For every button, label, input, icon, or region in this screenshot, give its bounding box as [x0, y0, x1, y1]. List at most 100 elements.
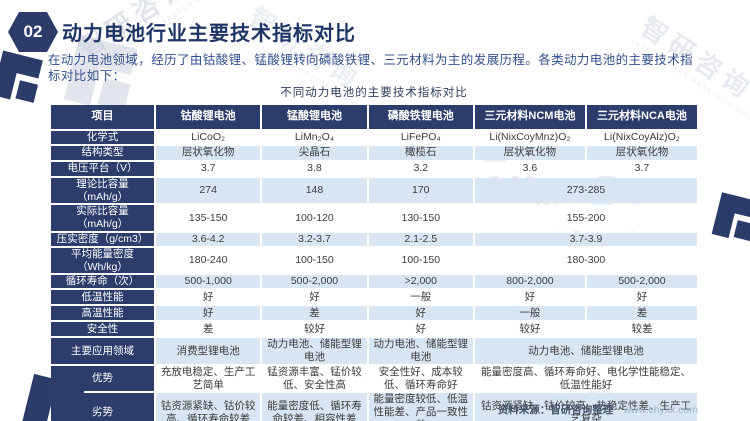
table-body: 化学式 LiCoO₂ LiMn₂O₄ LiFePO₄ Li(NixCoyMnz)O₂ Li… [51, 131, 697, 421]
table-cell: 好 [262, 290, 367, 305]
table-cell: Li(NixCoyAlz)O₂ [586, 131, 697, 144]
table-cell: 170 [368, 177, 473, 204]
table-row: 平均能量密度（Wh/kg） 180-240 100-150 100-150 180-30… [51, 247, 697, 274]
table-cell: Li(NixCoyMnz)O₂ [474, 131, 585, 144]
row-label: 实际比容量（mAh/g） [51, 205, 155, 231]
source-label: 资料来源：智研咨询整理 [497, 404, 614, 416]
col-header: 项目 [51, 105, 155, 129]
table-cell: 能量密度低、循环寿命较差、相容性差 [262, 393, 367, 421]
intro-paragraph: 在动力电池领域，经历了由钴酸锂、锰酸锂转向磷酸铁锂、三元材料为主的发展历程。各类… [48, 53, 694, 83]
table-row: 化学式 LiCoO₂ LiMn₂O₄ LiFePO₄ Li(NixCoyMnz)O₂ Li… [51, 131, 697, 144]
table-row: 优势 充放电稳定、生产工艺简单 锰资源丰富、锰价较低、安全性高 安全性好、成本较低、循… [51, 365, 697, 392]
table-cell: LiCoO₂ [156, 131, 261, 144]
table-cell: 3.6 [474, 161, 585, 176]
table-row: 循环寿命（次） 500-1,000 500-2,000 >2,000 800-2,000… [51, 275, 697, 289]
table-cell: 100-150 [368, 247, 473, 274]
brand-logo-mark [711, 192, 750, 244]
comparison-table-section: 不同动力电池的主要技术指标对比 项目 钴酸锂电池 锰酸锂电池 磷酸铁锂电池 三元材料NC… [49, 84, 699, 421]
row-label: 循环寿命（次） [51, 275, 155, 289]
table-cell: 3.7 [586, 161, 697, 176]
row-label: 主要应用领域 [51, 338, 155, 364]
table-cell: 155-200 [474, 205, 697, 231]
table-cell: 钴资源紧缺、钴价较高、循环寿命较差 [156, 393, 261, 421]
table-cell: 3.6-4.2 [156, 232, 261, 246]
brand-logo-mark [0, 50, 45, 106]
table-cell: 差 [156, 322, 261, 337]
table-cell: 一般 [474, 306, 585, 321]
source-url[interactable]: www.chyxx.com [623, 404, 698, 416]
table-cell: 层状氧化物 [474, 145, 585, 160]
header-row: 项目 钴酸锂电池 锰酸锂电池 磷酸铁锂电池 三元材料NCM电池 三元材料NCA电池 [51, 105, 697, 129]
table-row: 实际比容量（mAh/g） 135-150 100-120 130-150 155-200 [51, 205, 697, 231]
table-cell: 273-285 [474, 177, 697, 204]
table-cell: 3.7-3.9 [474, 232, 697, 246]
table-row: 主要应用领域 消费型锂电池 动力电池、储能型锂电池 动力电池、储能型锂电池 动力电池、储… [51, 338, 697, 364]
col-header: 三元材料NCA电池 [586, 105, 697, 129]
table-cell: 能量密度高、循环寿命好、电化学性能稳定、低温性能好 [474, 365, 697, 392]
table-cell: 130-150 [368, 205, 473, 231]
table-cell: 较好 [262, 322, 367, 337]
table-cell: 充放电稳定、生产工艺简单 [156, 365, 261, 392]
table-cell: 锰资源丰富、锰价较低、安全性高 [262, 365, 367, 392]
table-cell: 好 [368, 306, 473, 321]
section-number-badge: 02 [8, 12, 58, 52]
table-cell: 钴资源紧缺、钴价较高、热稳定性差、生产工艺复杂 [474, 393, 697, 421]
table-cell: 148 [262, 177, 367, 204]
table-cell: 274 [156, 177, 261, 204]
table-row: 压实密度（g/cm3） 3.6-4.2 3.2-3.7 2.1-2.5 3.7-3.9 [51, 232, 697, 246]
table-cell: 800-2,000 [474, 275, 585, 289]
table-cell: 一般 [368, 290, 473, 305]
table-cell: 100-120 [262, 205, 367, 231]
row-label: 压实密度（g/cm3） [51, 232, 155, 246]
table-cell: 3.2-3.7 [262, 232, 367, 246]
table-row: 理论比容量（mAh/g） 274 148 170 273-285 [51, 177, 697, 204]
table-cell: 消费型锂电池 [156, 338, 261, 364]
table-cell: 3.7 [156, 161, 261, 176]
col-header: 三元材料NCM电池 [474, 105, 585, 129]
table-cell: 层状氧化物 [586, 145, 697, 160]
comparison-table: 项目 钴酸锂电池 锰酸锂电池 磷酸铁锂电池 三元材料NCM电池 三元材料NCA电池 化学式… [49, 103, 699, 421]
table-cell: 动力电池、储能型锂电池 [262, 338, 367, 364]
table-cell: 3.2 [368, 161, 473, 176]
table-cell: 能量密度较低、低温性能差、产品一致性差 [368, 393, 473, 421]
col-header: 磷酸铁锂电池 [368, 105, 473, 129]
table-cell: 好 [586, 290, 697, 305]
table-cell: 较好 [474, 322, 585, 337]
table-cell: LiFePO₄ [368, 131, 473, 144]
table-row: 结构类型 层状氧化物 尖晶石 橄榄石 层状氧化物 层状氧化物 [51, 145, 697, 160]
table-cell: LiMn₂O₄ [262, 131, 367, 144]
table-cell: 180-240 [156, 247, 261, 274]
table-cell: 500-2,000 [586, 275, 697, 289]
table-cell: 动力电池、储能型锂电池 [368, 338, 473, 364]
table-row: 劣势 钴资源紧缺、钴价较高、循环寿命较差 能量密度低、循环寿命较差、相容性差 能量密度… [51, 393, 697, 421]
table-cell: 135-150 [156, 205, 261, 231]
row-label: 劣势 [51, 393, 155, 421]
table-row: 低温性能好好一般好好 [51, 290, 697, 305]
table-cell: 好 [156, 306, 261, 321]
table-cell: 好 [156, 290, 261, 305]
row-label: 理论比容量（mAh/g） [51, 177, 155, 204]
table-cell: 较差 [586, 322, 697, 337]
col-header: 钴酸锂电池 [156, 105, 261, 129]
row-label: 化学式 [51, 131, 155, 144]
table-cell: 橄榄石 [368, 145, 473, 160]
table-cell: 差 [262, 306, 367, 321]
section-number: 02 [23, 22, 43, 41]
table-cell: 好 [368, 322, 473, 337]
row-label: 安全性 [51, 322, 155, 337]
row-label: 平均能量密度（Wh/kg） [51, 247, 155, 274]
row-label: 优势 [51, 365, 155, 392]
table-cell: 500-2,000 [262, 275, 367, 289]
table-cell: 差 [586, 306, 697, 321]
col-header: 锰酸锂电池 [262, 105, 367, 129]
row-label: 低温性能 [51, 290, 155, 305]
source-footer: 资料来源：智研咨询整理 www.chyxx.com [498, 402, 698, 417]
table-row: 高温性能好差好一般差 [51, 306, 697, 321]
table-cell: 180-300 [474, 247, 697, 274]
table-cell: 100-150 [262, 247, 367, 274]
table-title: 不同动力电池的主要技术指标对比 [280, 87, 468, 99]
row-label: 高温性能 [51, 306, 155, 321]
table-cell: >2,000 [368, 275, 473, 289]
table-cell: 尖晶石 [262, 145, 367, 160]
